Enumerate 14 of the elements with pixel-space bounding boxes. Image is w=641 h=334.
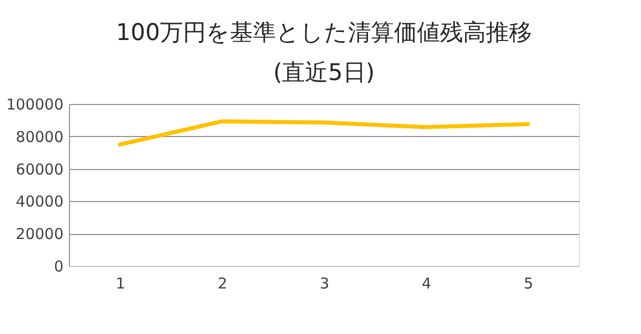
y-tick-label: 60000 <box>16 160 64 178</box>
y-tick-label: 40000 <box>16 192 64 211</box>
text: (直近5日) <box>273 60 375 86</box>
y-tick-label: 0 <box>54 258 64 276</box>
x-tick-label: 1 <box>116 274 126 292</box>
y-tick-label: 20000 <box>16 225 64 244</box>
x-tick-label: 5 <box>524 274 534 292</box>
x-tick-label: 2 <box>218 274 228 292</box>
line-series <box>118 119 530 146</box>
y-tick-label: 80000 <box>16 128 64 146</box>
x-tick-label: 3 <box>320 274 330 292</box>
x-tick-label: 4 <box>422 274 432 292</box>
text: 100万円を基準とした清算価値残高推移 <box>116 20 532 46</box>
y-tick-label: 100000 <box>6 96 64 114</box>
